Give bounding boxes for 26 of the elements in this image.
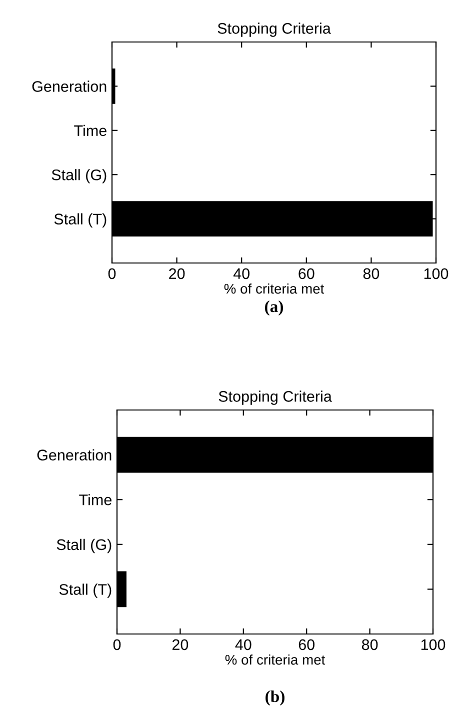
- y-tick-label: Time: [79, 494, 112, 506]
- x-axis-title: % of criteria met: [225, 654, 326, 665]
- y-tick-label: Stall (G): [56, 538, 112, 554]
- chart-title: Stopping Criteria: [218, 22, 331, 37]
- x-tick-label: 20: [172, 639, 188, 650]
- x-tick-label: 60: [298, 639, 314, 650]
- x-tick-label: 40: [233, 268, 250, 280]
- x-tick-label: 0: [113, 639, 121, 650]
- chart-title: Stopping Criteria: [218, 390, 332, 405]
- y-tick-label: Generation: [32, 80, 106, 92]
- x-tick-label: 60: [298, 268, 314, 280]
- y-tick-label: Stall (G): [52, 169, 106, 184]
- text: (a): [265, 300, 283, 316]
- y-tick-label: Time: [74, 124, 106, 136]
- x-tick-label: 80: [363, 268, 380, 280]
- y-tick-label: Generation: [37, 449, 112, 460]
- x-tick-label: 40: [235, 639, 252, 650]
- x-tick-label: 100: [421, 639, 446, 650]
- x-tick-label: 20: [169, 268, 185, 280]
- y-tick-label: Stall (T): [59, 584, 112, 598]
- y-tick-label: Stall (T): [54, 213, 106, 228]
- x-tick-label: 100: [424, 268, 448, 280]
- text: (b): [266, 690, 284, 706]
- x-tick-label: 80: [362, 639, 378, 650]
- x-tick-label: 0: [108, 268, 116, 280]
- x-axis-title: % of criteria met: [224, 283, 324, 294]
